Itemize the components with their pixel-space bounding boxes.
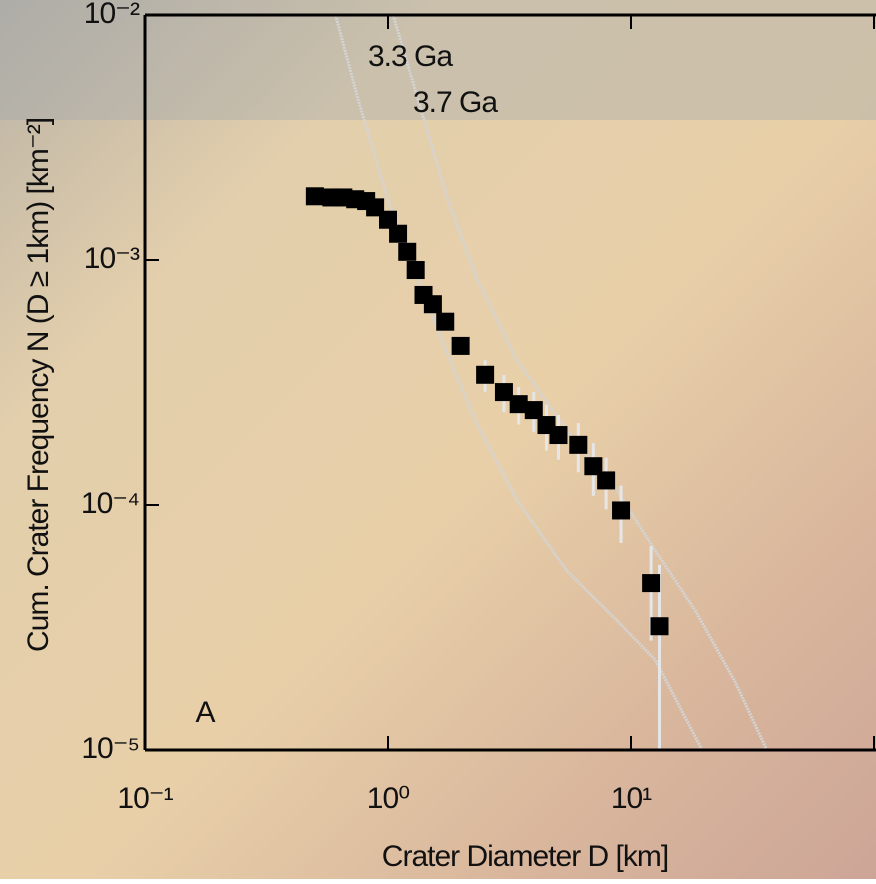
isochron-label: 3.7 Ga (413, 86, 498, 119)
data-point (379, 210, 397, 229)
isochron-curve (334, 15, 704, 750)
y-tick-label: 10⁻⁵ (81, 732, 139, 765)
data-point (524, 401, 543, 420)
data-point (406, 261, 425, 280)
y-tick-label: 10⁻² (84, 0, 140, 30)
data-point (642, 574, 661, 593)
data-point (389, 224, 408, 243)
data-point (584, 457, 603, 476)
x-axis-label: Crater Diameter D [km] (382, 840, 668, 873)
x-tick-label: 10⁻¹ (117, 782, 173, 815)
data-point (509, 395, 528, 414)
data-point (436, 312, 455, 331)
x-tick-label: 10¹ (611, 782, 652, 815)
isochron-label: 3.3 Ga (368, 40, 453, 73)
data-point (597, 471, 616, 490)
data-point (549, 426, 568, 445)
data-point (305, 187, 324, 206)
data-point (451, 336, 470, 355)
x-tick-label: 10⁰ (367, 782, 409, 815)
data-point (569, 435, 588, 454)
data-point (423, 295, 442, 314)
data-point (612, 501, 631, 520)
data-point (398, 242, 417, 261)
y-tick-label: 10⁻³ (84, 242, 140, 275)
plot-area (305, 15, 769, 750)
y-axis-label: Cum. Crater Frequency N (D ≥ 1km) [km⁻²] (22, 118, 55, 652)
data-point (650, 617, 669, 636)
y-tick-label: 10⁻⁴ (81, 487, 139, 520)
data-point (476, 365, 495, 384)
data-point (494, 383, 513, 402)
panel-label: A (195, 696, 215, 729)
